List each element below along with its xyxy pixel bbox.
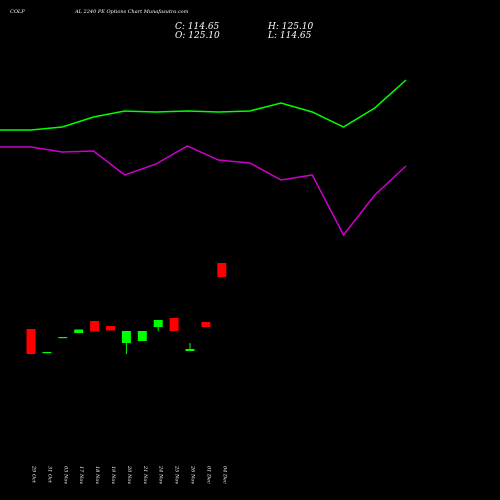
x-tick-label: 25 Nov (174, 465, 180, 484)
x-tick-label: 24 Nov (158, 465, 164, 484)
close-value: C: 114.65 (175, 22, 220, 32)
candle-body (137, 331, 147, 341)
upper-indicator-line (0, 79, 407, 131)
indicator-lines (0, 79, 407, 237)
candle-body (169, 318, 179, 331)
candle-body (74, 329, 84, 333)
candle-body (153, 320, 163, 327)
x-axis-labels: 29 Oct 31 Oct 03 Nov 17 Nov 18 Nov 19 Nov 20 N… (31, 465, 228, 484)
candle-body (217, 263, 227, 277)
x-tick-label: 19 Nov (110, 466, 116, 484)
high-value: H: 125.10 (268, 22, 314, 32)
x-tick-label: 29 Oct (31, 465, 37, 484)
candle-body (58, 337, 68, 339)
x-tick-label: 18 Nov (94, 466, 100, 484)
low-value: L: 114.65 (268, 31, 312, 41)
x-tick-label: 04 Dec (221, 466, 227, 484)
candle-body (106, 326, 115, 331)
x-tick-label: 21 Nov (142, 465, 148, 484)
candle-body (121, 331, 131, 343)
lower-indicator-line (0, 145, 407, 237)
candle-body (26, 329, 36, 354)
x-tick-label: 20 Nov (126, 465, 132, 484)
candles (26, 263, 227, 354)
x-tick-label: 17 Nov (78, 466, 84, 484)
candle-body (201, 322, 211, 327)
candle-body (185, 349, 195, 351)
chart-title: AL 2240 PE Options Chart Munafasutra.com (75, 9, 189, 15)
x-tick-label: 01 Dec (205, 466, 211, 484)
symbol-label: COLP (10, 9, 25, 15)
candle-body (42, 352, 52, 354)
x-tick-label: 31 Oct (46, 466, 52, 484)
x-tick-label: 03 Nov (62, 466, 68, 484)
candle-body (90, 321, 100, 332)
open-value: O: 125.10 (175, 31, 220, 41)
x-tick-label: 26 Nov (190, 465, 196, 484)
